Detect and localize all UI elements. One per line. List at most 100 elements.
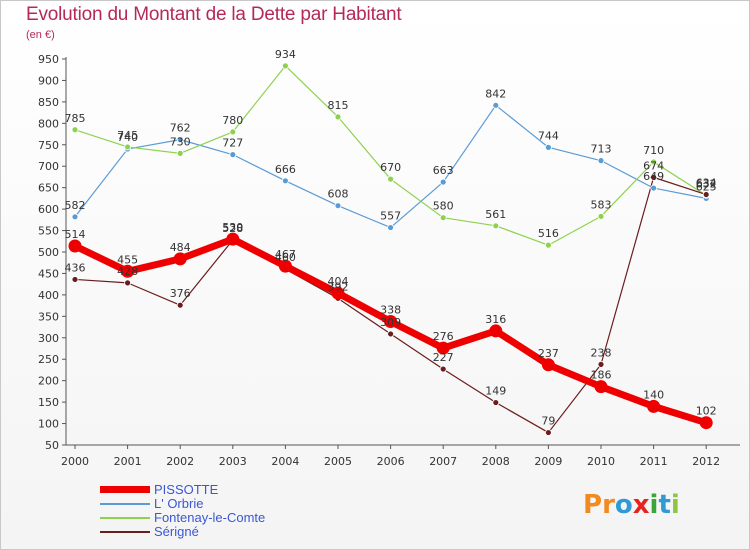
data-point [331, 286, 345, 300]
data-point [545, 241, 552, 249]
data-label: 557 [380, 210, 401, 223]
data-label: 316 [485, 313, 506, 326]
data-point [176, 149, 184, 157]
x-tick-label: 2004 [271, 455, 299, 468]
data-label: 516 [538, 227, 559, 240]
y-tick-label: 250 [38, 353, 59, 366]
logo-letter: t [658, 490, 671, 520]
data-label: 276 [433, 330, 454, 343]
data-point [281, 62, 289, 70]
data-label: 237 [538, 347, 559, 360]
data-point [71, 126, 79, 134]
logo-letter: P [583, 490, 603, 520]
data-label: 674 [643, 159, 664, 172]
y-tick-label: 550 [38, 225, 59, 238]
x-tick-label: 2010 [587, 455, 615, 468]
y-tick-label: 100 [38, 418, 59, 431]
data-point [492, 399, 500, 406]
data-label: 666 [275, 163, 296, 176]
data-label: 338 [380, 303, 401, 316]
y-tick-label: 450 [38, 267, 59, 280]
logo-letter: x [632, 490, 650, 520]
x-tick-label: 2006 [377, 455, 405, 468]
legend-label: Fontenay-le-Comte [154, 510, 266, 525]
data-label: 583 [591, 198, 612, 211]
data-label: 514 [65, 228, 86, 241]
data-point [229, 151, 237, 159]
data-label: 428 [117, 265, 138, 278]
data-point [121, 264, 135, 278]
data-point [124, 279, 131, 287]
logo-letter: i [649, 490, 659, 520]
x-tick-label: 2012 [692, 455, 720, 468]
x-tick-label: 2009 [534, 455, 562, 468]
data-label: 79 [541, 415, 555, 428]
data-point [436, 341, 450, 355]
y-tick-label: 850 [38, 96, 59, 109]
logo-letter: i [670, 490, 680, 520]
data-label: 670 [380, 161, 401, 174]
data-point [597, 157, 605, 165]
x-tick-label: 2011 [640, 455, 668, 468]
y-tick-label: 200 [38, 375, 59, 388]
data-label: 238 [591, 346, 612, 359]
data-point [68, 239, 82, 253]
y-tick-label: 800 [38, 117, 59, 130]
legend-label: Sérigné [154, 524, 199, 539]
data-label: 484 [170, 241, 191, 254]
data-point [439, 214, 447, 222]
data-point [439, 365, 447, 373]
x-tick-label: 2007 [429, 455, 457, 468]
data-label: 580 [433, 200, 454, 213]
x-tick-label: 2001 [114, 455, 142, 468]
data-point [387, 224, 395, 231]
legend-swatch [100, 503, 150, 505]
data-point [226, 232, 240, 246]
y-tick-label: 950 [38, 53, 59, 66]
x-tick-label: 2003 [219, 455, 247, 468]
legend-label: L' Orbrie [154, 496, 204, 511]
y-tick-label: 650 [38, 182, 59, 195]
y-tick-label: 400 [38, 289, 59, 302]
data-point [650, 173, 657, 181]
legend-swatch [100, 531, 150, 533]
data-label: 934 [275, 48, 296, 61]
data-point [545, 429, 552, 436]
data-point [281, 177, 289, 185]
data-label: 744 [538, 129, 559, 142]
data-point [650, 158, 657, 166]
data-point [489, 324, 503, 338]
y-tick-label: 50 [45, 439, 59, 452]
data-point [176, 301, 184, 309]
data-label: 634 [696, 177, 717, 190]
data-point [702, 191, 710, 198]
data-point [173, 252, 187, 266]
data-label: 528 [222, 222, 243, 235]
data-point [650, 184, 657, 192]
data-label: 530 [222, 221, 243, 234]
legend-swatch [100, 486, 150, 493]
data-label: 625 [696, 180, 717, 193]
data-label: 713 [591, 143, 612, 156]
data-point [699, 416, 713, 430]
proxiti-logo: Proxiti [583, 490, 680, 520]
y-tick-label: 750 [38, 139, 59, 152]
data-point [597, 213, 605, 220]
x-tick-label: 2002 [166, 455, 194, 468]
data-point [492, 222, 500, 230]
logo-letter: r [602, 490, 615, 520]
data-point [384, 314, 398, 328]
data-point [334, 113, 342, 121]
x-tick-label: 2008 [482, 455, 510, 468]
logo-letter: o [614, 490, 633, 520]
data-label: 460 [275, 251, 296, 264]
x-tick-label: 2005 [324, 455, 352, 468]
data-point [71, 276, 79, 283]
data-point [492, 101, 500, 109]
data-label: 309 [380, 316, 401, 329]
data-label: 785 [65, 112, 86, 125]
data-label: 663 [433, 164, 454, 177]
data-point [124, 143, 131, 151]
x-tick-label: 2000 [61, 455, 89, 468]
